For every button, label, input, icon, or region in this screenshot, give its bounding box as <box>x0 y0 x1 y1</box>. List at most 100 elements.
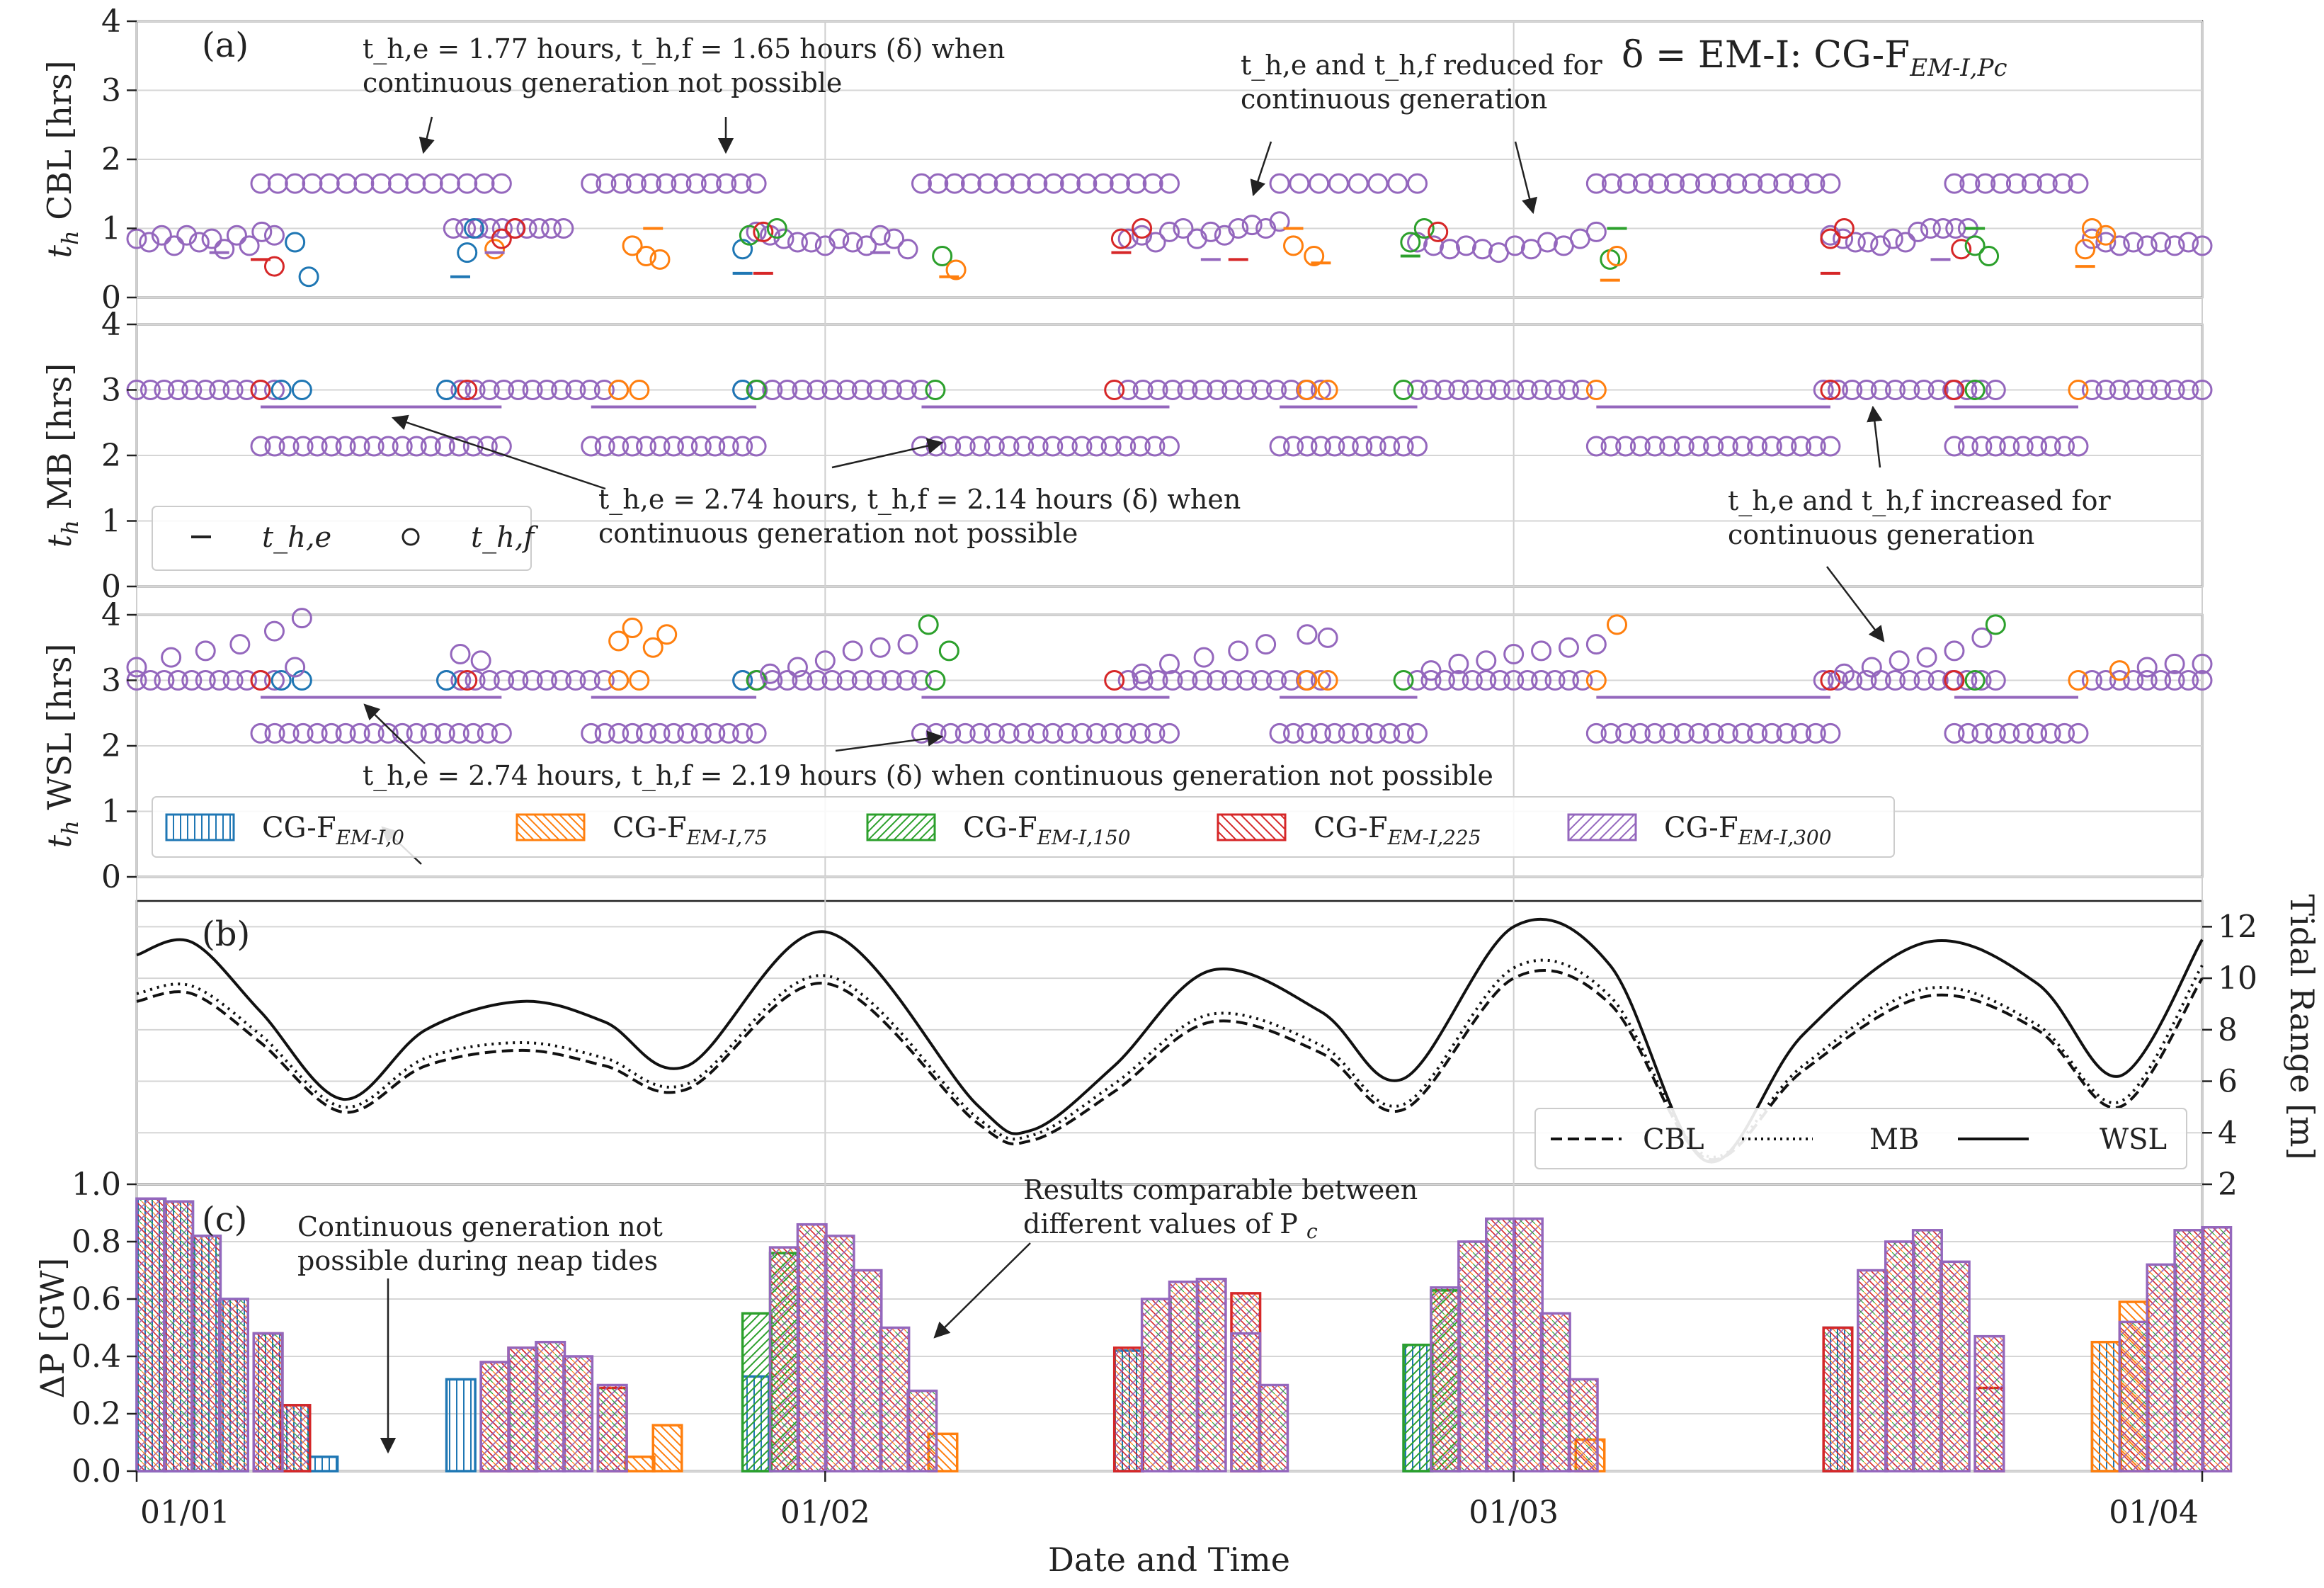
th-f-point <box>1964 235 1986 256</box>
th-f-point <box>448 722 469 744</box>
th-f-point <box>1820 670 1841 691</box>
th-f-point <box>608 670 630 691</box>
th-f-point <box>1393 380 1414 400</box>
th-f-point <box>565 380 586 400</box>
legend-swatch <box>1567 813 1637 841</box>
th-f-point <box>731 173 752 194</box>
th-f-point <box>450 644 471 664</box>
th-f-point <box>1820 173 1841 194</box>
x-axis-label: Date and Time <box>1048 1541 1290 1579</box>
th-f-point <box>1367 173 1389 194</box>
annotation-comparable-sub: c <box>1306 1220 1318 1243</box>
th-f-point <box>1117 228 1139 249</box>
th-f-point <box>250 173 271 194</box>
annotation-cbl-reduced-line2: continuous generation <box>1241 84 1547 115</box>
th-f-point <box>1703 722 1724 744</box>
legend-label-sub: EM-I,300 <box>1738 826 1832 849</box>
th-f-point <box>1115 436 1137 457</box>
th-f-point <box>229 634 251 655</box>
th-f-point <box>1813 380 1834 400</box>
th-f-point <box>636 436 657 457</box>
th-f-point <box>1558 670 1579 691</box>
arrow-wsl-2 <box>835 730 944 752</box>
th-f-point <box>1177 670 1198 691</box>
power-bar <box>596 1383 628 1473</box>
tidal-line-cbl <box>136 968 2204 1162</box>
th-f-point <box>1221 380 1243 400</box>
th-f-point <box>565 670 586 691</box>
ylabel-power-text: ΔP [GW] <box>33 1258 72 1399</box>
th-f-point <box>1732 722 1753 744</box>
th-f-point <box>2178 232 2199 253</box>
th-f-point <box>1531 670 1552 691</box>
th-f-point <box>1379 436 1401 457</box>
th-f-point <box>1117 380 1139 400</box>
th-f-point <box>1885 380 1906 400</box>
th-f-point <box>608 722 630 744</box>
th-f-point <box>209 670 230 691</box>
th-f-point <box>1407 380 1428 400</box>
th-f-point <box>1944 670 1965 691</box>
power-bar <box>1230 1332 1262 1473</box>
th-f-point <box>1999 436 2020 457</box>
power-bar <box>796 1223 828 1473</box>
th-f-point <box>1269 173 1290 194</box>
th-f-point <box>222 380 244 400</box>
th-f-point <box>1956 380 1978 400</box>
power-bar <box>906 1389 938 1473</box>
y-tick-label: 4 <box>2218 1115 2238 1151</box>
th-f-point <box>353 173 375 194</box>
th-f-point <box>1266 670 1287 691</box>
th-f-point <box>940 722 962 744</box>
th-f-point <box>126 657 147 678</box>
th-f-point <box>1420 660 1442 681</box>
th-f-point <box>291 380 312 400</box>
th-f-point <box>2192 380 2213 400</box>
y-tick-label: 1.0 <box>72 1167 121 1203</box>
th-f-point <box>1159 221 1180 242</box>
th-f-point <box>1104 380 1125 400</box>
power-bar <box>2173 1229 2205 1473</box>
th-f-point <box>406 436 427 457</box>
th-f-point <box>581 722 602 744</box>
th-f-point <box>1711 173 1732 194</box>
annotation-comparable-line2: different values of P <box>1023 1208 1298 1240</box>
th-f-point <box>1773 173 1794 194</box>
th-f-point <box>1476 670 1497 691</box>
th-f-point <box>685 173 707 194</box>
th-f-point <box>1944 722 1965 744</box>
th-f-point <box>1985 436 2006 457</box>
th-f-point <box>1324 436 1345 457</box>
th-f-point <box>610 173 632 194</box>
th-f-point <box>420 722 441 744</box>
th-f-point <box>1110 228 1132 249</box>
y-tick-label: 1 <box>101 211 121 247</box>
power-bar <box>1973 1334 2005 1473</box>
th-f-point <box>1200 221 1221 242</box>
th-f-point <box>2095 670 2117 691</box>
th-f-point <box>1629 722 1651 744</box>
th-f-point <box>1776 722 1797 744</box>
th-f-point <box>2095 232 2117 253</box>
th-f-point <box>1365 722 1386 744</box>
th-f-point <box>2136 657 2158 678</box>
th-f-point <box>278 722 300 744</box>
th-f-point <box>2068 173 2089 194</box>
annotation-mb-increased-line1: t_h,e and t_h,f increased for <box>1728 485 2111 517</box>
th-f-point <box>1857 232 1879 253</box>
th-f-point <box>1572 380 1593 400</box>
th-f-point <box>1585 634 1607 655</box>
ylabel-cbl-sub: h <box>57 230 84 245</box>
th-f-point <box>349 722 370 744</box>
th-f-point <box>593 380 615 400</box>
th-f-point <box>787 657 808 678</box>
legend-pc: CG-FEM-I,0 CG-FEM-I,75 CG-FEM-I,150 CG-FEM-… <box>152 796 1895 858</box>
th-f-point <box>1945 218 1966 239</box>
th-f-point <box>1129 436 1151 457</box>
th-f-point <box>746 173 767 194</box>
th-f-point <box>1870 235 1891 256</box>
th-f-point <box>636 722 657 744</box>
th-f-point <box>677 722 698 744</box>
power-bar <box>252 1332 284 1473</box>
th-f-point <box>278 436 300 457</box>
